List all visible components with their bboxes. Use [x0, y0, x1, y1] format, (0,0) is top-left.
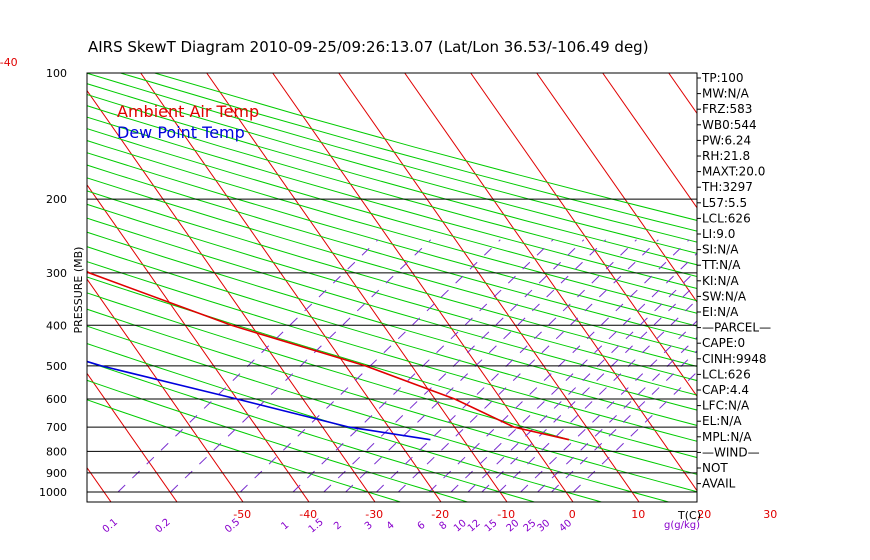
- pressure-tick-label: 400: [46, 319, 67, 332]
- stats-item: WB0:544: [702, 118, 757, 132]
- stats-item: TP:100: [701, 71, 744, 85]
- pressure-tick-label: 200: [46, 193, 67, 206]
- plot-frame: [86, 72, 698, 503]
- isotherm-line: [404, 73, 697, 492]
- bottom-temp-tick-label: -10: [497, 508, 515, 521]
- stats-item: AVAIL: [702, 477, 736, 491]
- isotherm-line: [87, 466, 112, 502]
- dry-adiabat-line: [87, 164, 697, 340]
- dry-adiabat-line: [87, 128, 697, 302]
- dry-adiabat-line: [87, 203, 697, 382]
- stats-item: RH:21.8: [702, 149, 750, 163]
- stats-item: LCL:626: [702, 211, 751, 225]
- dry-adiabat-line: [87, 93, 697, 266]
- stats-item: MPL:N/A: [702, 430, 752, 444]
- isotherm-line: [0, 73, 50, 509]
- mixing-ratio-tick-label: 0.1: [101, 517, 120, 536]
- stats-item: —WIND—: [702, 445, 760, 459]
- pressure-tick-label: 600: [46, 393, 67, 406]
- dry-adiabat-line: [87, 83, 697, 254]
- mixing-ratio-line: [573, 371, 697, 493]
- mixing-ratio-tick-label: 12: [466, 518, 483, 535]
- isotherm-line: [87, 372, 178, 502]
- stats-item: TT:N/A: [701, 258, 741, 272]
- stats-item: SI:N/A: [702, 243, 739, 257]
- isotherm-line: [87, 278, 244, 502]
- bottom-temp-tick-label: 10: [631, 508, 645, 521]
- isotherm-line: [272, 73, 574, 502]
- dry-adiabat-line: [87, 325, 671, 502]
- stats-item: CAPE:0: [702, 336, 745, 350]
- dry-adiabat-line: [87, 177, 697, 354]
- dry-adiabat-line: [87, 152, 697, 327]
- pressure-tick-label: 900: [46, 467, 67, 480]
- stats-item: EL:N/A: [702, 414, 742, 428]
- isotherm-line: [602, 73, 697, 209]
- bottom-temp-tick-label: 30: [763, 508, 777, 521]
- pressure-tick-label: 700: [46, 421, 67, 434]
- top-temp-tick-label: -40: [0, 56, 18, 69]
- dry-adiabat-line: [154, 73, 697, 221]
- pressure-tick-label: 800: [46, 445, 67, 458]
- isotherm-line: [87, 183, 310, 502]
- dry-adiabat-line: [87, 343, 604, 502]
- bottom-temp-tick-label: 0: [569, 508, 576, 521]
- legend-dew-point-temp: Dew Point Temp: [117, 123, 245, 142]
- stats-item: —PARCEL—: [702, 321, 771, 335]
- stats-item: SW:N/A: [702, 289, 747, 303]
- dry-adiabat-line: [87, 140, 697, 314]
- stats-item: NOT: [702, 461, 728, 475]
- dry-adiabat-line: [87, 190, 697, 367]
- isotherm-line: [140, 73, 442, 502]
- stats-item: CAP:4.4: [702, 383, 749, 397]
- mixing-ratio-tick-label: 30: [535, 518, 552, 535]
- stats-item: L57:5.5: [702, 196, 747, 210]
- stats-item: MW:N/A: [702, 87, 750, 101]
- mixing-ratio-tick-label: 0.2: [153, 517, 172, 536]
- stats-item: CINH:9948: [702, 352, 767, 366]
- bottom-temp-tick-label: -40: [299, 508, 317, 521]
- dry-adiabat-line: [87, 116, 697, 290]
- bottom-temp-tick-label: -50: [233, 508, 251, 521]
- chart-title: AIRS SkewT Diagram 2010-09-25/09:26:13.0…: [88, 38, 649, 56]
- ambient-air-temp-line: [87, 270, 570, 441]
- x-axis-label: T(C): [677, 509, 701, 522]
- dew-point-temp-line: [87, 360, 431, 441]
- mixing-ratio-tick-label: 2: [332, 520, 344, 533]
- isotherm-line: [668, 73, 697, 115]
- mixing-ratio-tick-label: 4: [385, 520, 397, 533]
- legend-ambient-air-temp: Ambient Air Temp: [117, 102, 259, 121]
- isotherm-line: [338, 73, 640, 502]
- pressure-tick-label: 1000: [39, 486, 67, 499]
- stats-item: LCL:626: [702, 367, 751, 381]
- isotherm-line: [470, 73, 697, 398]
- mixing-ratio-label: g(g/kg): [664, 520, 700, 531]
- bottom-temp-tick-label: -30: [365, 508, 383, 521]
- dry-adiabat-line: [87, 217, 697, 396]
- stats-item: FRZ:583: [702, 102, 752, 116]
- stats-item: LI:9.0: [702, 227, 735, 241]
- mixing-ratio-tick-label: 8: [437, 520, 449, 533]
- y-axis-label: PRESSURE (MB): [72, 247, 85, 334]
- stats-item: EI:N/A: [702, 305, 739, 319]
- mixing-ratio-tick-label: 1: [279, 520, 291, 533]
- stats-item: PW:6.24: [702, 133, 751, 147]
- pressure-tick-label: 300: [46, 267, 67, 280]
- dry-adiabat-line: [87, 399, 403, 502]
- bottom-temp-tick-label: -20: [431, 508, 449, 521]
- mixing-ratio-tick-label: 3: [363, 520, 375, 533]
- pressure-tick-label: 500: [46, 360, 67, 373]
- bottom-temp-tick-label: 20: [697, 508, 711, 521]
- stats-item: LFC:N/A: [702, 399, 750, 413]
- stats-item: MAXT:20.0: [702, 165, 765, 179]
- mixing-ratio-tick-label: 6: [416, 520, 428, 533]
- stats-item: KI:N/A: [702, 274, 739, 288]
- dry-adiabat-line: [87, 105, 697, 278]
- pressure-tick-label: 100: [46, 67, 67, 80]
- stats-item: TH:3297: [701, 180, 753, 194]
